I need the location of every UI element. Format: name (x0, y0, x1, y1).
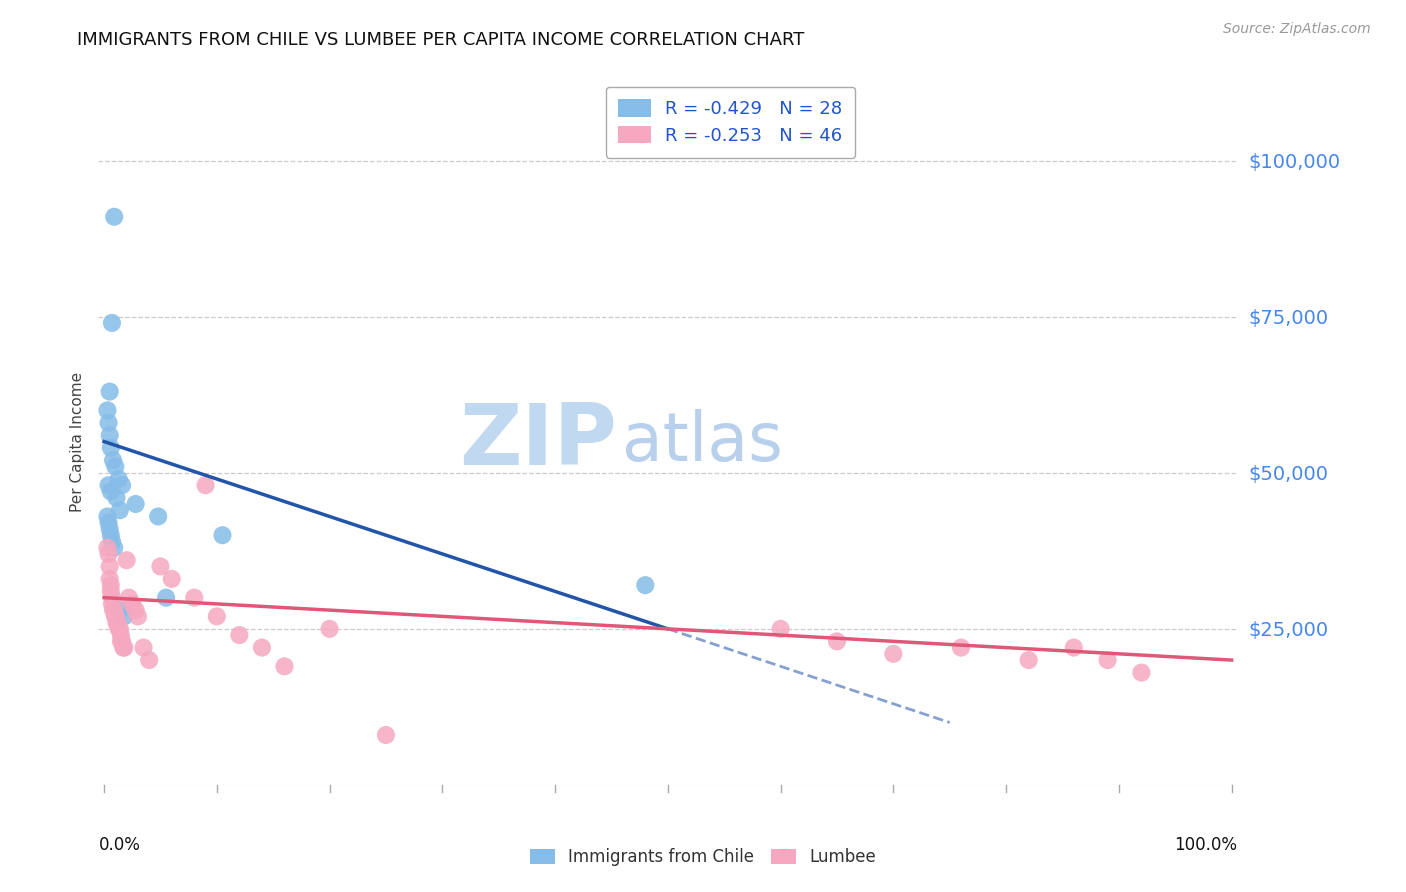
Point (105, 491, 128, 505)
Text: ZIP: ZIP (458, 400, 617, 483)
Point (825, 634, 848, 648)
Point (250, 640, 273, 655)
Point (115, 553, 138, 567)
Point (112, 640, 135, 655)
Point (107, 472, 129, 486)
Point (148, 509, 170, 524)
Point (107, 615, 129, 630)
Point (121, 597, 143, 611)
Point (205, 609, 228, 624)
Point (98, 572, 121, 586)
Point (124, 497, 146, 511)
Point (96, 509, 118, 524)
Point (98, 384, 121, 399)
Point (110, 628, 132, 642)
Text: 100.0%: 100.0% (1174, 837, 1237, 855)
Point (138, 653, 160, 667)
Point (98, 522, 121, 536)
Point (97, 516, 120, 530)
Point (96, 541, 118, 555)
Point (112, 609, 135, 624)
Point (101, 453, 124, 467)
Point (103, 603, 125, 617)
Point (101, 316, 124, 330)
Point (101, 534, 124, 549)
Point (111, 478, 134, 492)
Point (110, 634, 132, 648)
Point (211, 528, 233, 542)
Point (100, 584, 122, 599)
Point (104, 459, 127, 474)
Point (149, 559, 172, 574)
Point (1130, 665, 1153, 680)
Point (194, 478, 217, 492)
Point (1063, 640, 1085, 655)
Point (100, 484, 122, 499)
Point (108, 622, 131, 636)
Point (97, 416, 120, 430)
Point (318, 622, 340, 636)
Legend: Immigrants from Chile, Lumbee: Immigrants from Chile, Lumbee (522, 840, 884, 875)
Point (1018, 653, 1040, 667)
Point (375, 728, 398, 742)
Point (108, 603, 131, 617)
Point (228, 628, 250, 642)
Point (100, 578, 122, 592)
Point (1097, 653, 1119, 667)
Point (101, 597, 124, 611)
Text: atlas: atlas (623, 409, 783, 475)
Point (100, 441, 122, 455)
Point (160, 572, 183, 586)
Point (104, 609, 127, 624)
Point (132, 640, 155, 655)
Point (273, 659, 295, 673)
Point (98, 428, 121, 442)
Point (124, 603, 146, 617)
Point (634, 578, 657, 592)
Point (104, 609, 127, 624)
Point (111, 634, 134, 648)
Point (103, 210, 125, 224)
Y-axis label: Per Capita Income: Per Capita Income (70, 371, 86, 512)
Point (155, 591, 177, 605)
Point (101, 603, 124, 617)
Point (118, 591, 141, 605)
Point (950, 640, 973, 655)
Text: IMMIGRANTS FROM CHILE VS LUMBEE PER CAPITA INCOME CORRELATION CHART: IMMIGRANTS FROM CHILE VS LUMBEE PER CAPI… (77, 31, 804, 49)
Point (127, 609, 149, 624)
Point (112, 640, 135, 655)
Point (101, 591, 124, 605)
Legend: R = -0.429   N = 28, R = -0.253   N = 46: R = -0.429 N = 28, R = -0.253 N = 46 (606, 87, 855, 158)
Point (96, 403, 118, 417)
Point (100, 528, 122, 542)
Point (105, 615, 128, 630)
Point (108, 503, 131, 517)
Text: 0.0%: 0.0% (98, 837, 141, 855)
Point (103, 541, 125, 555)
Point (882, 647, 904, 661)
Point (97, 478, 120, 492)
Text: Source: ZipAtlas.com: Source: ZipAtlas.com (1223, 22, 1371, 37)
Point (183, 591, 205, 605)
Point (97, 547, 120, 561)
Point (98, 559, 121, 574)
Point (107, 622, 129, 636)
Point (769, 622, 792, 636)
